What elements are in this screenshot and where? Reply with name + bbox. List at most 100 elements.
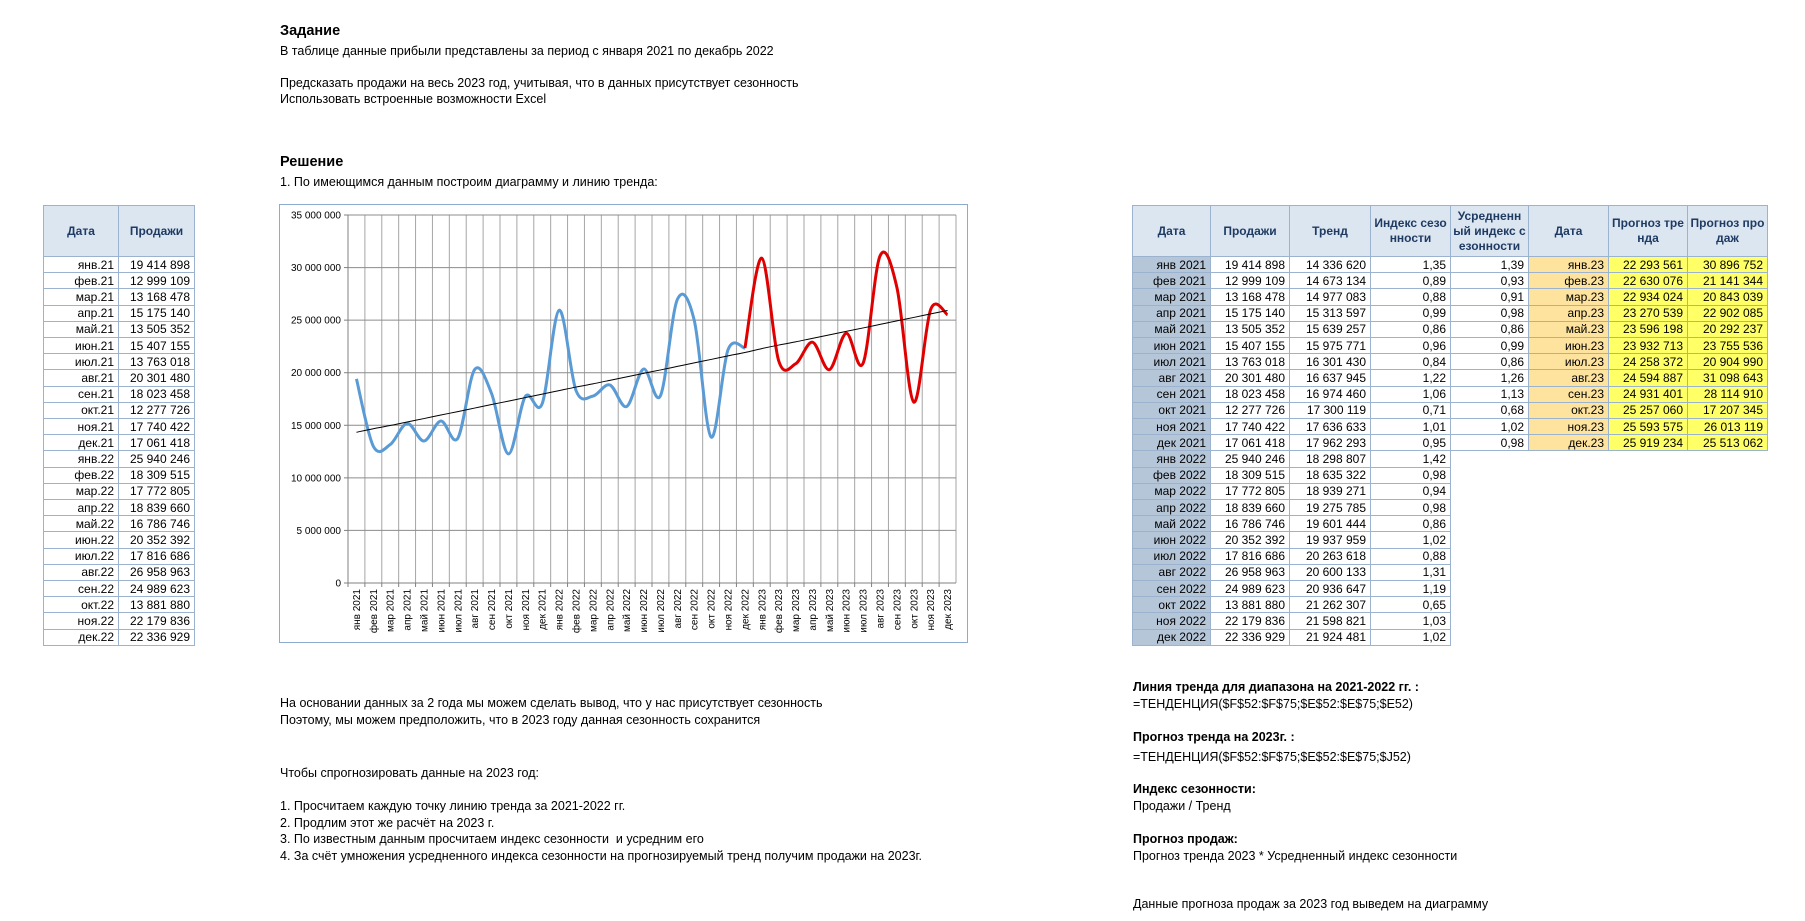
table-cell: 22 336 929 <box>1210 628 1290 646</box>
table-cell: 1,31 <box>1370 563 1451 581</box>
table-cell: 20 263 618 <box>1289 547 1371 565</box>
table-cell: 22 179 836 <box>118 612 195 630</box>
table-cell: 15 407 155 <box>1210 337 1290 355</box>
table-cell: 0,98 <box>1370 466 1451 484</box>
table-cell: 14 673 134 <box>1289 272 1371 290</box>
table-cell: мар 2021 <box>1132 288 1211 306</box>
table-cell: 1,01 <box>1370 418 1451 436</box>
table-cell: 20 292 237 <box>1687 320 1768 338</box>
table-cell: янв.21 <box>43 256 119 274</box>
table-cell: 17 300 119 <box>1289 401 1371 419</box>
x-tick-label: фев 2023 <box>773 589 785 634</box>
table-cell: 22 630 076 <box>1608 272 1688 290</box>
table-cell: май 2021 <box>1132 320 1211 338</box>
table-cell: 18 023 458 <box>1210 385 1290 403</box>
table-cell: июн.21 <box>43 337 119 355</box>
table-cell: май.21 <box>43 320 119 338</box>
table-cell: 0,99 <box>1450 337 1529 355</box>
section-title: Решение <box>280 154 344 170</box>
table-cell: 21 262 307 <box>1289 596 1371 614</box>
y-tick-label: 10 000 000 <box>291 473 341 484</box>
table-cell: 18 839 660 <box>118 499 195 517</box>
table-cell: 0,95 <box>1370 434 1451 452</box>
table-cell: 19 601 444 <box>1289 515 1371 533</box>
table-cell: сен 2022 <box>1132 580 1211 598</box>
table-cell: 17 962 293 <box>1289 434 1371 452</box>
table-cell: 0,98 <box>1450 434 1529 452</box>
table-cell: 16 637 945 <box>1289 369 1371 387</box>
table-cell: июн.22 <box>43 531 119 549</box>
table-cell: 25 593 575 <box>1608 418 1688 436</box>
x-tick-label: окт 2021 <box>504 589 515 629</box>
table-cell: ноя 2021 <box>1132 418 1211 436</box>
table-cell: 18 309 515 <box>1210 466 1290 484</box>
table-cell: 0,86 <box>1450 320 1529 338</box>
table-cell: 20 352 392 <box>1210 531 1290 549</box>
table-cell: 20 301 480 <box>1210 369 1290 387</box>
table-cell: 15 407 155 <box>118 337 195 355</box>
table-cell: 25 513 062 <box>1687 434 1768 452</box>
table-cell: 1,02 <box>1370 628 1451 646</box>
table-cell: 1,19 <box>1370 580 1451 598</box>
table-cell: 24 989 623 <box>118 580 195 598</box>
table-cell: 17 816 686 <box>1210 547 1290 565</box>
table-cell: 13 505 352 <box>118 320 195 338</box>
table-cell: 0,68 <box>1450 401 1529 419</box>
table-cell: окт.23 <box>1528 401 1609 419</box>
x-tick-label: янв 2021 <box>352 589 363 631</box>
table-cell: 0,88 <box>1370 288 1451 306</box>
table-cell: 0,91 <box>1450 288 1529 306</box>
table-cell: 1,35 <box>1370 256 1451 274</box>
note-title: Линия тренда для диапазона на 2021-2022 … <box>1133 680 1419 694</box>
table-cell: 25 940 246 <box>1210 450 1290 468</box>
table-cell: 0,96 <box>1370 337 1451 355</box>
note-text: Данные прогноза продаж за 2023 год вывед… <box>1133 897 1489 911</box>
table-cell: 30 896 752 <box>1687 256 1768 274</box>
header-cell: Дата <box>43 205 119 257</box>
table-cell: 20 904 990 <box>1687 353 1768 371</box>
table-cell: 16 786 746 <box>118 515 195 533</box>
table-cell: 1,03 <box>1370 612 1451 630</box>
table-cell: 22 179 836 <box>1210 612 1290 630</box>
table-cell: 25 257 060 <box>1608 401 1688 419</box>
x-tick-label: июн 2021 <box>436 589 447 633</box>
table-cell: 0,86 <box>1370 320 1451 338</box>
table-cell: 25 919 234 <box>1608 434 1688 452</box>
table-cell: 14 336 620 <box>1289 256 1371 274</box>
conclusion-text: Чтобы спрогнозировать данные на 2023 год… <box>280 766 539 780</box>
table-cell: 13 763 018 <box>1210 353 1290 371</box>
table-cell: май.23 <box>1528 320 1609 338</box>
table-cell: 12 277 726 <box>118 401 195 419</box>
table-cell: 24 989 623 <box>1210 580 1290 598</box>
table-cell: дек 2021 <box>1132 434 1211 452</box>
table-cell: сен.22 <box>43 580 119 598</box>
task-text: Использовать встроенные возможности Exce… <box>280 92 547 106</box>
note-text: =ТЕНДЕНЦИЯ($F$52:$F$75;$E$52:$E$75;$E52) <box>1133 697 1413 711</box>
table-cell: 23 932 713 <box>1608 337 1688 355</box>
table-cell: апр.22 <box>43 499 119 517</box>
table-cell: 13 881 880 <box>1210 596 1290 614</box>
table-cell: 16 301 430 <box>1289 353 1371 371</box>
x-tick-label: апр 2021 <box>403 589 414 631</box>
header-cell: Продажи <box>1210 205 1290 257</box>
x-tick-label: май 2023 <box>825 589 836 632</box>
x-tick-label: авг 2023 <box>876 589 887 629</box>
table-cell: 16 974 460 <box>1289 385 1371 403</box>
table-cell: окт.21 <box>43 401 119 419</box>
table-cell: 22 934 024 <box>1608 288 1688 306</box>
table-cell: ноя 2022 <box>1132 612 1211 630</box>
x-tick-label: сен 2021 <box>487 589 498 631</box>
header-cell: Индекс сезонности <box>1370 205 1451 257</box>
table-cell: 17 207 345 <box>1687 401 1768 419</box>
table-cell: 0,98 <box>1370 499 1451 517</box>
table-cell: авг.22 <box>43 563 119 581</box>
chart-frame: 0 5 000 000 10 000 000 15 000 000 20 000 000… <box>279 204 968 643</box>
y-tick-label: 15 000 000 <box>291 421 341 432</box>
table-cell: 20 352 392 <box>118 531 195 549</box>
table-cell: 18 023 458 <box>118 385 195 403</box>
table-cell: 0,94 <box>1370 482 1451 500</box>
table-cell: 17 740 422 <box>1210 418 1290 436</box>
table-cell: 31 098 643 <box>1687 369 1768 387</box>
table-cell: 22 293 561 <box>1608 256 1688 274</box>
table-cell: янв.22 <box>43 450 119 468</box>
